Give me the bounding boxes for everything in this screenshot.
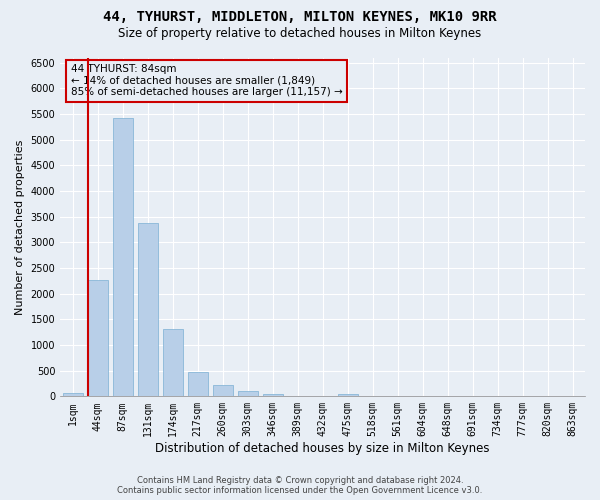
Text: 44 TYHURST: 84sqm
← 14% of detached houses are smaller (1,849)
85% of semi-detac: 44 TYHURST: 84sqm ← 14% of detached hous… <box>71 64 343 98</box>
Text: Contains HM Land Registry data © Crown copyright and database right 2024.
Contai: Contains HM Land Registry data © Crown c… <box>118 476 482 495</box>
Bar <box>137 223 158 396</box>
Bar <box>188 372 208 396</box>
Bar <box>338 394 358 396</box>
Bar <box>113 118 133 396</box>
Text: 44, TYHURST, MIDDLETON, MILTON KEYNES, MK10 9RR: 44, TYHURST, MIDDLETON, MILTON KEYNES, M… <box>103 10 497 24</box>
Bar <box>88 280 107 396</box>
Bar <box>163 329 182 396</box>
Bar <box>238 391 257 396</box>
Text: Size of property relative to detached houses in Milton Keynes: Size of property relative to detached ho… <box>118 28 482 40</box>
Bar <box>263 394 283 396</box>
X-axis label: Distribution of detached houses by size in Milton Keynes: Distribution of detached houses by size … <box>155 442 490 455</box>
Bar <box>212 385 233 396</box>
Bar <box>62 392 83 396</box>
Y-axis label: Number of detached properties: Number of detached properties <box>15 139 25 314</box>
